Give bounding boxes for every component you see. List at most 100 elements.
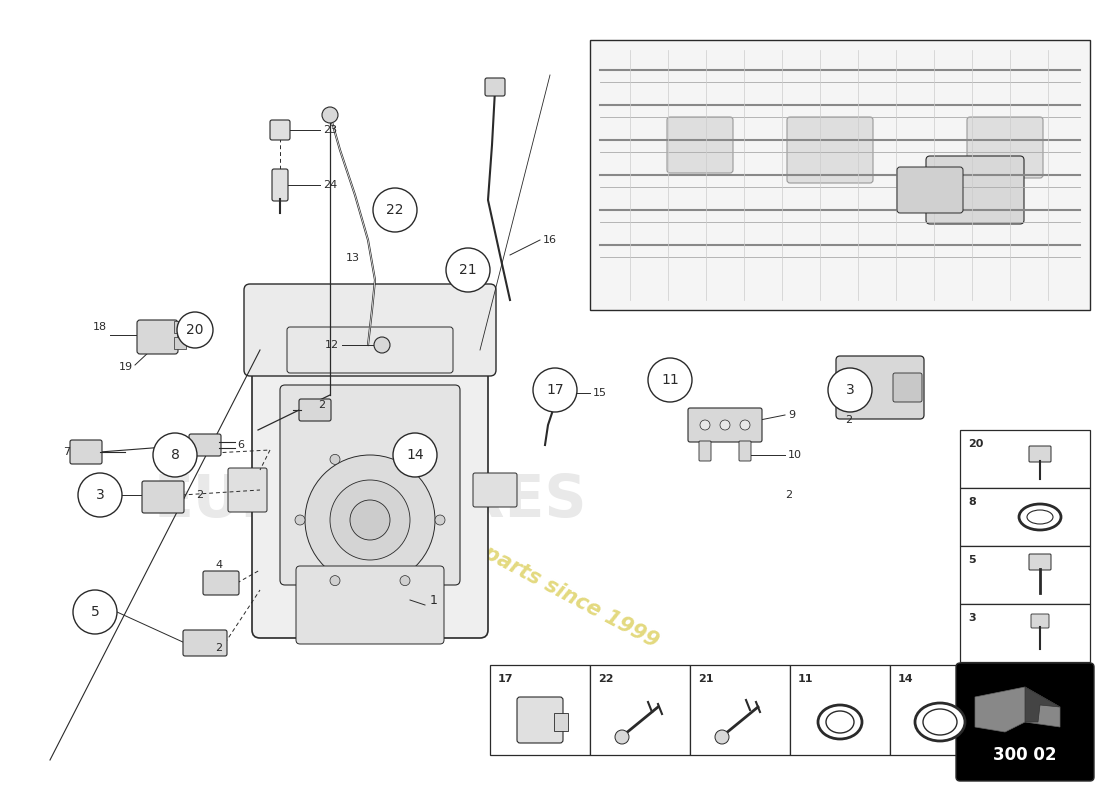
Circle shape <box>153 433 197 477</box>
Text: 21: 21 <box>698 674 714 684</box>
FancyBboxPatch shape <box>287 327 453 373</box>
FancyBboxPatch shape <box>174 321 186 333</box>
Circle shape <box>322 107 338 123</box>
Text: 11: 11 <box>661 373 679 387</box>
Ellipse shape <box>818 705 862 739</box>
Text: 20: 20 <box>968 439 983 449</box>
Bar <box>490 665 590 755</box>
Ellipse shape <box>915 703 965 741</box>
Circle shape <box>700 420 710 430</box>
Circle shape <box>330 576 340 586</box>
FancyBboxPatch shape <box>786 117 873 183</box>
FancyBboxPatch shape <box>739 441 751 461</box>
FancyBboxPatch shape <box>228 468 267 512</box>
Text: 7: 7 <box>63 447 70 457</box>
Text: 10: 10 <box>788 450 802 460</box>
FancyBboxPatch shape <box>836 356 924 419</box>
Circle shape <box>446 248 490 292</box>
Text: 17: 17 <box>547 383 564 397</box>
Text: 16: 16 <box>543 235 557 245</box>
Text: 2: 2 <box>785 490 792 500</box>
Text: 12: 12 <box>324 340 339 350</box>
Circle shape <box>177 312 213 348</box>
FancyBboxPatch shape <box>517 697 563 743</box>
Circle shape <box>330 480 410 560</box>
Text: 22: 22 <box>598 674 614 684</box>
FancyBboxPatch shape <box>1031 614 1049 628</box>
FancyBboxPatch shape <box>967 117 1043 178</box>
FancyBboxPatch shape <box>485 78 505 96</box>
FancyBboxPatch shape <box>244 284 496 376</box>
Bar <box>960 546 1090 604</box>
FancyBboxPatch shape <box>280 385 460 585</box>
Circle shape <box>434 515 446 525</box>
FancyBboxPatch shape <box>926 156 1024 224</box>
Text: 13: 13 <box>346 253 360 263</box>
FancyBboxPatch shape <box>473 473 517 507</box>
Polygon shape <box>1025 687 1060 722</box>
Text: 8: 8 <box>170 448 179 462</box>
Ellipse shape <box>1019 504 1062 530</box>
Circle shape <box>534 368 578 412</box>
FancyBboxPatch shape <box>896 167 962 213</box>
Polygon shape <box>975 687 1060 732</box>
Text: 21: 21 <box>459 263 476 277</box>
Text: 5: 5 <box>968 555 976 565</box>
Text: 8: 8 <box>968 497 976 507</box>
Text: 5: 5 <box>90 605 99 619</box>
FancyBboxPatch shape <box>1028 446 1050 462</box>
Circle shape <box>400 454 410 464</box>
Circle shape <box>615 730 629 744</box>
FancyBboxPatch shape <box>1028 554 1050 570</box>
Text: a passion for parts since 1999: a passion for parts since 1999 <box>339 468 661 652</box>
FancyBboxPatch shape <box>183 630 227 656</box>
Bar <box>690 665 790 755</box>
Circle shape <box>715 730 729 744</box>
FancyBboxPatch shape <box>174 337 186 349</box>
Circle shape <box>400 576 410 586</box>
Text: 1: 1 <box>430 594 438 606</box>
Text: 19: 19 <box>119 362 133 372</box>
Circle shape <box>350 500 390 540</box>
Circle shape <box>373 188 417 232</box>
Text: 3: 3 <box>968 613 976 623</box>
Ellipse shape <box>1027 510 1053 524</box>
FancyBboxPatch shape <box>554 713 568 731</box>
Circle shape <box>330 454 340 464</box>
Ellipse shape <box>826 711 854 733</box>
Bar <box>960 430 1090 488</box>
FancyBboxPatch shape <box>70 440 102 464</box>
Bar <box>960 604 1090 662</box>
Text: 23: 23 <box>323 125 337 135</box>
Bar <box>590 665 690 755</box>
Circle shape <box>295 515 305 525</box>
Text: 4: 4 <box>214 560 222 570</box>
FancyBboxPatch shape <box>667 117 733 173</box>
Text: 6: 6 <box>236 440 244 450</box>
FancyBboxPatch shape <box>296 566 444 644</box>
Text: 300 02: 300 02 <box>993 746 1057 764</box>
Text: 14: 14 <box>898 674 914 684</box>
Circle shape <box>648 358 692 402</box>
Text: 11: 11 <box>798 674 814 684</box>
Bar <box>890 665 990 755</box>
FancyBboxPatch shape <box>138 320 178 354</box>
Text: 2: 2 <box>196 490 204 500</box>
Circle shape <box>78 473 122 517</box>
Text: 17: 17 <box>498 674 514 684</box>
Circle shape <box>828 368 872 412</box>
Text: EUROSPARES: EUROSPARES <box>153 471 586 529</box>
Bar <box>790 665 890 755</box>
Text: 3: 3 <box>846 383 855 397</box>
Circle shape <box>462 262 478 278</box>
Circle shape <box>374 337 390 353</box>
FancyBboxPatch shape <box>299 399 331 421</box>
Text: 2: 2 <box>214 643 222 653</box>
Text: 2: 2 <box>845 415 853 425</box>
Circle shape <box>740 420 750 430</box>
FancyBboxPatch shape <box>189 434 221 456</box>
Text: 9: 9 <box>788 410 795 420</box>
Circle shape <box>305 455 434 585</box>
Bar <box>960 488 1090 546</box>
FancyBboxPatch shape <box>270 120 290 140</box>
